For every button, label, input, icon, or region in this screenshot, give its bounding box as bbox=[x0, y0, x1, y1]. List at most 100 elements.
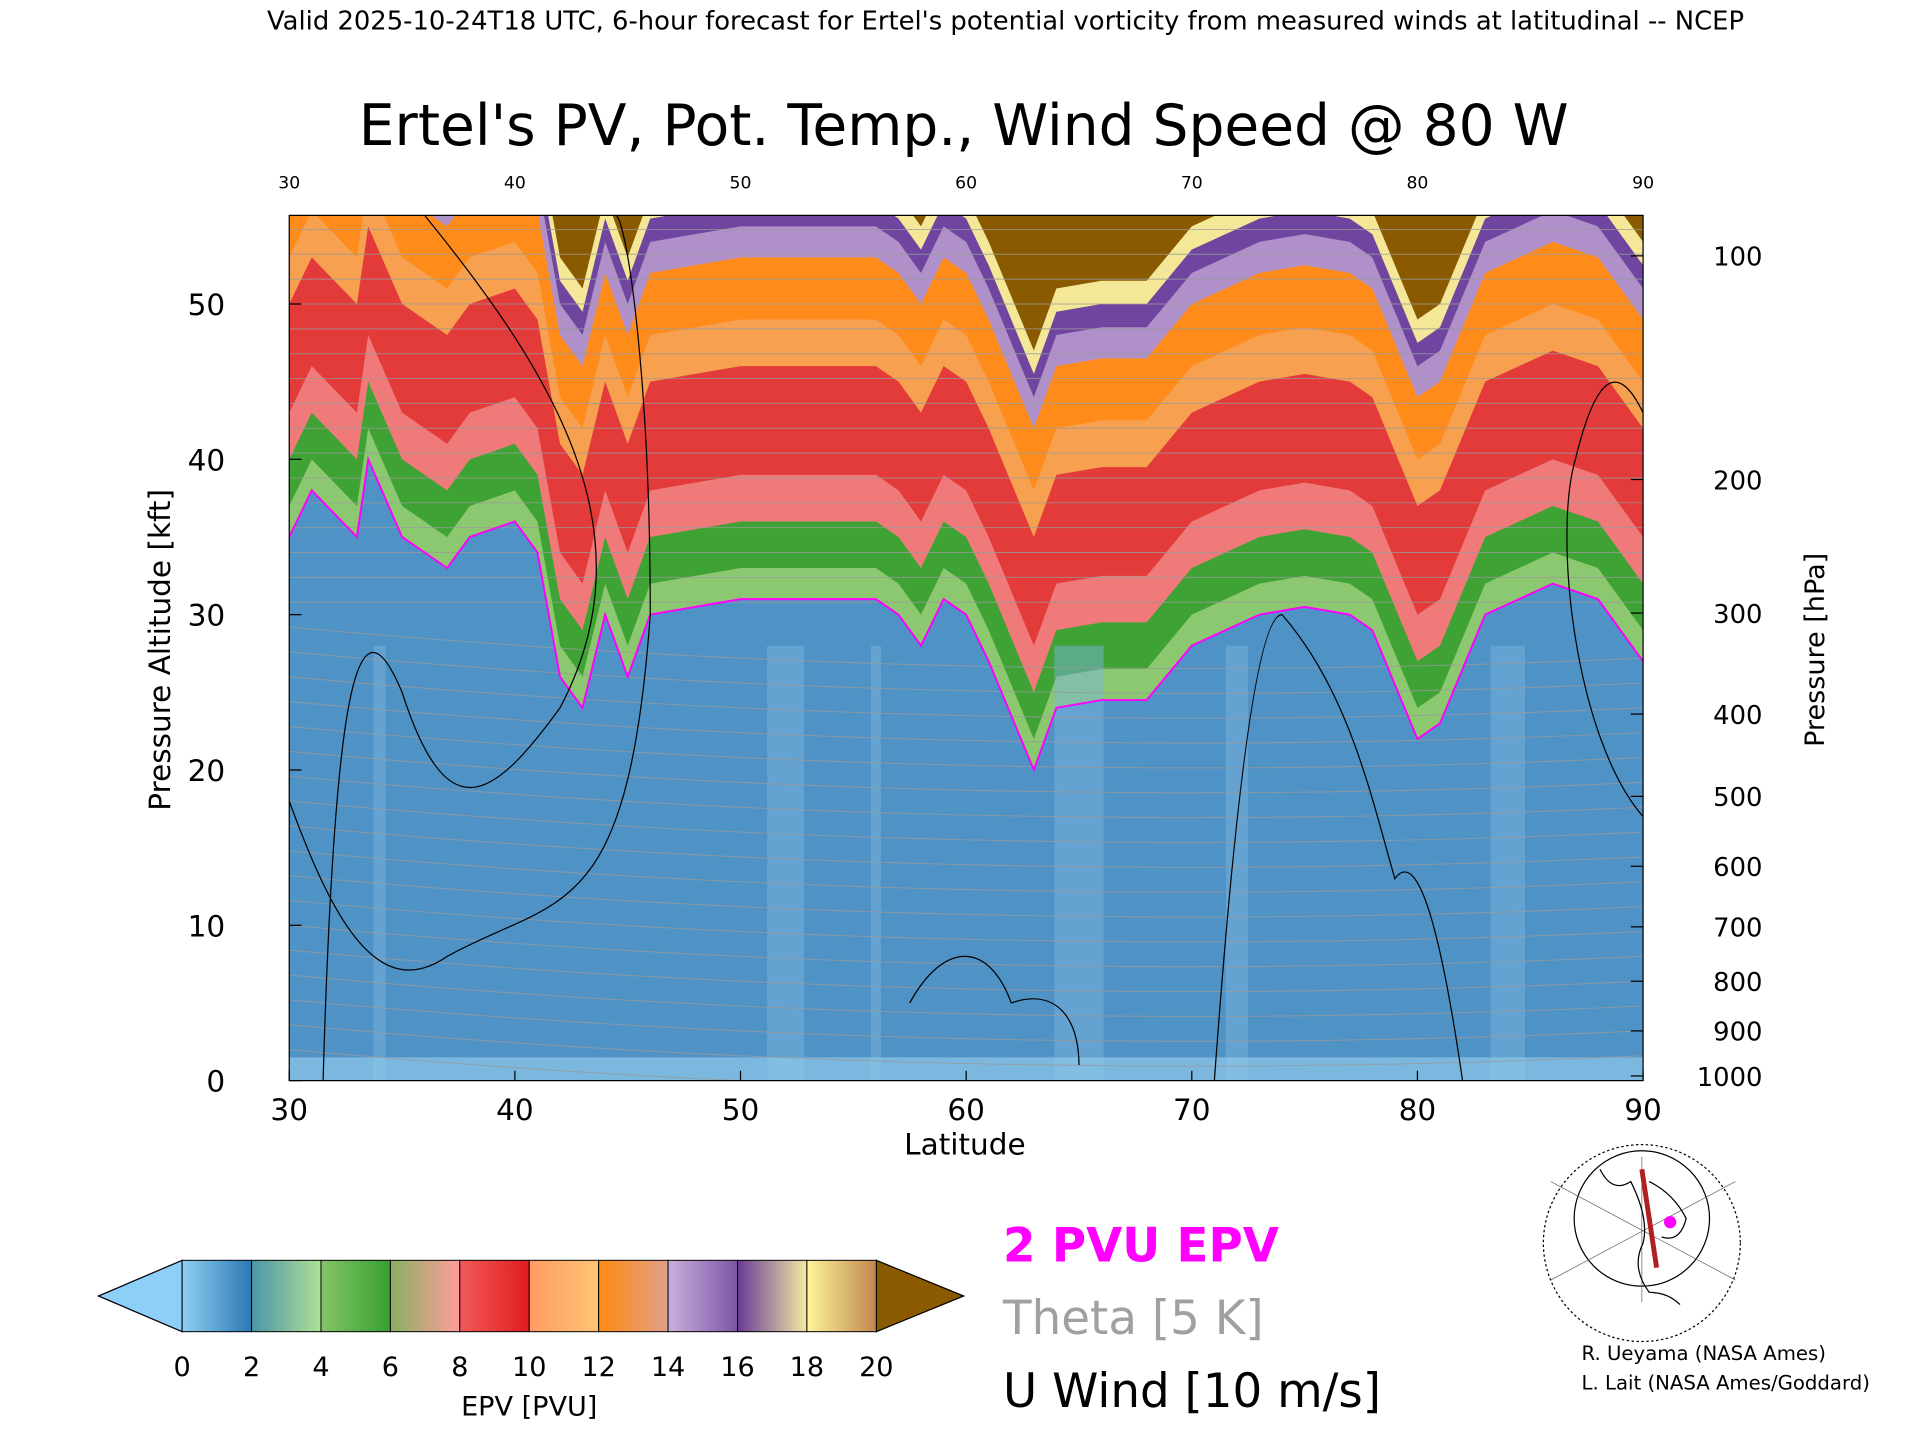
theta-contour bbox=[289, 850, 1644, 893]
x-top-tick-label: 30 bbox=[278, 173, 300, 193]
pressure-tick-label: 900 bbox=[1713, 1018, 1762, 1048]
theta-contour bbox=[289, 725, 1644, 769]
pressure-tick-label: 200 bbox=[1713, 466, 1762, 496]
location-marker bbox=[1664, 1216, 1677, 1229]
pressure-tick-label: 500 bbox=[1713, 783, 1762, 813]
y2-axis-label: Pressure [hPa] bbox=[1800, 553, 1831, 747]
theta-contour bbox=[289, 626, 1644, 669]
wind-contour bbox=[289, 215, 651, 971]
y-axis-label: Pressure Altitude [kft] bbox=[143, 489, 177, 811]
y-tick-label: 10 bbox=[188, 909, 226, 943]
colorbar-segment bbox=[806, 1259, 877, 1333]
pv-streak bbox=[373, 645, 386, 1081]
chart-title: Ertel's PV, Pot. Temp., Wind Speed @ 80 … bbox=[359, 93, 1569, 159]
theta-contour bbox=[289, 800, 1644, 843]
x-axis-label: Latitude bbox=[904, 1127, 1025, 1161]
theta-contour bbox=[289, 676, 1644, 719]
pv-band-over-20 bbox=[289, 215, 1644, 351]
colorbar-tick-label: 20 bbox=[859, 1352, 893, 1383]
colorbar-tick-label: 8 bbox=[451, 1352, 468, 1383]
wind-contour bbox=[322, 215, 597, 1081]
wind-contour bbox=[1213, 614, 1464, 1081]
theta-contour bbox=[289, 651, 1644, 694]
colorbar: 0 2 4 6 8 10 12 14 16 18 20 bbox=[96, 1259, 966, 1383]
theta-contour bbox=[289, 825, 1644, 868]
x-tick-label: 90 bbox=[1624, 1093, 1662, 1127]
colorbar-segment bbox=[251, 1259, 322, 1333]
plot-area bbox=[289, 215, 1644, 1081]
legend-theta: Theta [5 K] bbox=[1002, 1292, 1264, 1346]
colorbar-tick-label: 10 bbox=[512, 1352, 546, 1383]
x-top-tick-label: 70 bbox=[1181, 173, 1203, 193]
colorbar-segment bbox=[736, 1259, 808, 1333]
x-tick-label: 80 bbox=[1399, 1093, 1437, 1127]
pv-streak bbox=[1225, 645, 1248, 1081]
colorbar-tick-label: 6 bbox=[382, 1352, 399, 1383]
credit-1: R. Ueyama (NASA Ames) bbox=[1582, 1342, 1826, 1365]
theta-contour bbox=[289, 899, 1644, 943]
wind-contour bbox=[909, 955, 1080, 1066]
colorbar-segment bbox=[667, 1259, 738, 1333]
pressure-tick-label: 1000 bbox=[1697, 1063, 1763, 1093]
colorbar-segment bbox=[320, 1259, 391, 1333]
colorbar-segment bbox=[389, 1259, 461, 1333]
legend-pvu: 2 PVU EPV bbox=[1003, 1220, 1279, 1274]
colorbar-tick-label: 18 bbox=[790, 1352, 824, 1383]
pressure-tick-label: 600 bbox=[1713, 853, 1762, 883]
x-top-tick-label: 40 bbox=[504, 173, 526, 193]
theta-contour bbox=[289, 974, 1644, 1017]
y-tick-label: 30 bbox=[188, 599, 226, 633]
colorbar-over-triangle bbox=[875, 1259, 966, 1333]
pv-streak bbox=[767, 645, 805, 1081]
colorbar-segment bbox=[181, 1259, 253, 1333]
colorbar-tick-label: 12 bbox=[581, 1352, 615, 1383]
credit-2: L. Lait (NASA Ames/Goddard) bbox=[1582, 1372, 1870, 1395]
y-tick-label: 0 bbox=[206, 1065, 225, 1099]
theta-contour bbox=[289, 775, 1644, 819]
x-top-tick-label: 80 bbox=[1406, 173, 1428, 193]
tropopause-2pvu-line bbox=[289, 455, 1644, 773]
pressure-tick-label: 800 bbox=[1713, 968, 1762, 998]
colorbar-tick-label: 4 bbox=[312, 1352, 329, 1383]
x-top-tick-label: 50 bbox=[730, 173, 752, 193]
colorbar-segment bbox=[528, 1259, 600, 1333]
theta-contour bbox=[289, 701, 1644, 744]
x-top-tick-label: 90 bbox=[1632, 173, 1654, 193]
pressure-tick-label: 700 bbox=[1713, 914, 1762, 944]
x-tick-label: 40 bbox=[496, 1093, 534, 1127]
pressure-tick-label: 400 bbox=[1713, 701, 1762, 731]
colorbar-tick-label: 2 bbox=[243, 1352, 260, 1383]
x-tick-label: 60 bbox=[947, 1093, 985, 1127]
colorbar-tick-label: 16 bbox=[720, 1352, 754, 1383]
pv-streak bbox=[870, 645, 881, 1081]
colorbar-segment bbox=[459, 1259, 530, 1333]
colorbar-tick-label: 14 bbox=[651, 1352, 685, 1383]
pressure-tick-label: 100 bbox=[1713, 243, 1762, 273]
x-top-tick-label: 60 bbox=[955, 173, 977, 193]
theta-contour bbox=[289, 1049, 1644, 1081]
axes: 3030404050506060707080809090010203040501… bbox=[188, 173, 1763, 1127]
transect-line bbox=[1639, 1168, 1660, 1269]
x-tick-label: 70 bbox=[1173, 1093, 1211, 1127]
theta-contour bbox=[289, 949, 1644, 993]
theta-contour bbox=[289, 1024, 1644, 1067]
locator-map bbox=[1542, 1144, 1741, 1343]
wind-contour bbox=[1566, 381, 1644, 817]
pressure-tick-label: 300 bbox=[1713, 600, 1762, 630]
colorbar-label: EPV [PVU] bbox=[461, 1391, 597, 1422]
legend-wind: U Wind [10 m/s] bbox=[1003, 1365, 1381, 1419]
theta-contour bbox=[289, 999, 1644, 1042]
colorbar-under-triangle bbox=[96, 1259, 183, 1333]
theta-contour bbox=[289, 875, 1644, 918]
y-tick-label: 50 bbox=[188, 288, 226, 322]
theta-contour bbox=[289, 750, 1644, 794]
valid-time-header: Valid 2025-10-24T18 UTC, 6-hour forecast… bbox=[267, 7, 1744, 37]
colorbar-tick-label: 0 bbox=[174, 1352, 191, 1383]
x-tick-label: 30 bbox=[270, 1093, 308, 1127]
x-tick-label: 50 bbox=[722, 1093, 760, 1127]
colorbar-segment bbox=[598, 1259, 669, 1333]
y-tick-label: 20 bbox=[188, 754, 226, 788]
y-tick-label: 40 bbox=[188, 443, 226, 477]
pv-streak bbox=[1490, 645, 1525, 1081]
